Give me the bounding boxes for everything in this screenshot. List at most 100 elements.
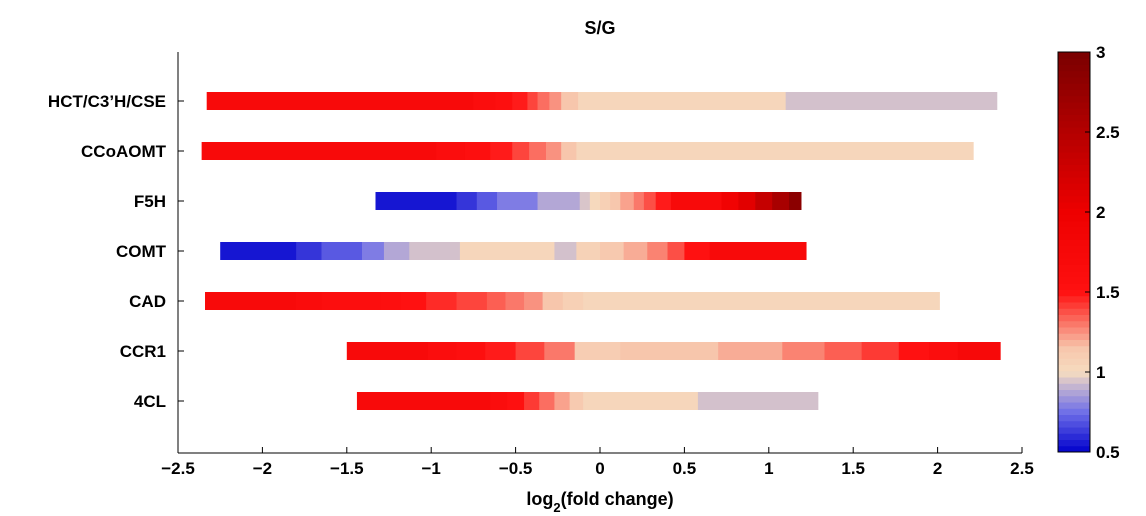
colorbar-step	[1058, 433, 1090, 440]
y-tick-label: 4CL	[134, 392, 166, 411]
bar-segment	[620, 342, 719, 360]
bar-segment	[527, 92, 539, 110]
bar-segment	[623, 242, 648, 260]
colorbar-step	[1058, 202, 1090, 209]
colorbar-step	[1058, 189, 1090, 197]
x-axis-label-rest: (fold change)	[561, 489, 674, 509]
y-tick-label: CCR1	[120, 342, 166, 361]
bar-segment	[633, 192, 645, 210]
colorbar-step	[1058, 64, 1090, 72]
colorbar-step	[1058, 283, 1090, 290]
colorbar-step	[1058, 252, 1090, 259]
colorbar-step	[1058, 108, 1090, 115]
bar-segment	[505, 292, 525, 310]
colorbar-step	[1058, 445, 1090, 453]
bar-segment	[380, 292, 402, 310]
colorbar-step	[1058, 58, 1090, 65]
bar-segment	[356, 392, 491, 410]
bar-segment	[755, 192, 773, 210]
colorbar-step	[1058, 133, 1090, 140]
bar-segment	[490, 392, 508, 410]
colorbar-step	[1058, 233, 1090, 240]
colorbar-tick-label: 3	[1096, 43, 1105, 62]
colorbar-step	[1058, 239, 1090, 247]
bar-segment	[620, 192, 635, 210]
bar-segment	[486, 292, 507, 310]
bar-segment	[684, 242, 711, 260]
bar-segment	[738, 192, 756, 210]
colorbar-step	[1058, 52, 1090, 59]
colorbar-tick-label: 2	[1096, 203, 1105, 222]
bar-segment	[495, 92, 513, 110]
bar-segment	[409, 242, 461, 260]
y-tick-label: COMT	[116, 242, 167, 261]
colorbar-step	[1058, 389, 1090, 397]
bar-segment	[361, 242, 385, 260]
bar-segment	[490, 142, 513, 160]
colorbar-step	[1058, 333, 1090, 340]
bar-segment	[529, 142, 547, 160]
bar-segment	[205, 292, 297, 310]
colorbar-step	[1058, 77, 1090, 84]
x-tick-label: 0.5	[673, 459, 697, 478]
colorbar-step	[1058, 264, 1090, 272]
bar-segment	[497, 192, 539, 210]
colorbar-step	[1058, 383, 1090, 390]
bar-segment	[456, 192, 478, 210]
bar-segment	[824, 342, 863, 360]
colorbar-step	[1058, 420, 1090, 428]
colorbar-step	[1058, 214, 1090, 222]
colorbar-tick-label: 1	[1096, 363, 1105, 382]
x-tick-label: 2	[933, 459, 942, 478]
colorbar-step	[1058, 195, 1090, 203]
bar-2	[201, 142, 974, 160]
bar-segment	[561, 142, 577, 160]
x-axis-label: log2(fold change)	[526, 489, 673, 515]
bar-7	[356, 392, 819, 410]
colorbar-step	[1058, 427, 1090, 434]
bar-4	[220, 242, 807, 260]
bar-segment	[709, 242, 807, 260]
bar-segment	[600, 242, 625, 260]
colorbar-step	[1058, 377, 1090, 384]
bar-6	[346, 342, 1001, 360]
bar-segment	[485, 342, 517, 360]
bar-segment	[721, 192, 740, 210]
bar-segment	[697, 392, 819, 410]
bar-segment	[427, 342, 458, 360]
bar-segment	[456, 292, 488, 310]
bar-segment	[554, 392, 571, 410]
x-tick-label: −2	[253, 459, 272, 478]
colorbar-step	[1058, 152, 1090, 159]
bar-segment	[524, 392, 540, 410]
bar-segment	[549, 92, 562, 110]
bar-segment	[667, 242, 685, 260]
bar-segment	[574, 342, 621, 360]
colorbar-step	[1058, 370, 1090, 378]
bar-segment	[524, 292, 544, 310]
bar-segment	[296, 292, 323, 310]
colorbar-step	[1058, 139, 1090, 147]
bar-segment	[512, 142, 530, 160]
colorbar-step	[1058, 158, 1090, 165]
colorbar-step	[1058, 258, 1090, 265]
x-tick-label: −2.5	[161, 459, 195, 478]
colorbar-step	[1058, 402, 1090, 409]
colorbar-step	[1058, 364, 1090, 372]
y-tick-label: HCT/C3’H/CSE	[48, 92, 166, 111]
bar-segment	[578, 92, 787, 110]
bar-segment	[426, 292, 458, 310]
bar-segment	[507, 392, 525, 410]
bar-segment	[321, 292, 382, 310]
colorbar-step	[1058, 439, 1090, 447]
colorbar-step	[1058, 83, 1090, 90]
colorbar-step	[1058, 89, 1090, 97]
colorbar-step	[1058, 127, 1090, 134]
colorbar-step	[1058, 95, 1090, 103]
bar-segment	[515, 342, 545, 360]
colorbar: 0.5 1 1.5 2 2.5 3	[1057, 43, 1120, 462]
bar-segment	[647, 242, 669, 260]
x-tick-label: −1	[422, 459, 441, 478]
bar-segment	[782, 342, 826, 360]
